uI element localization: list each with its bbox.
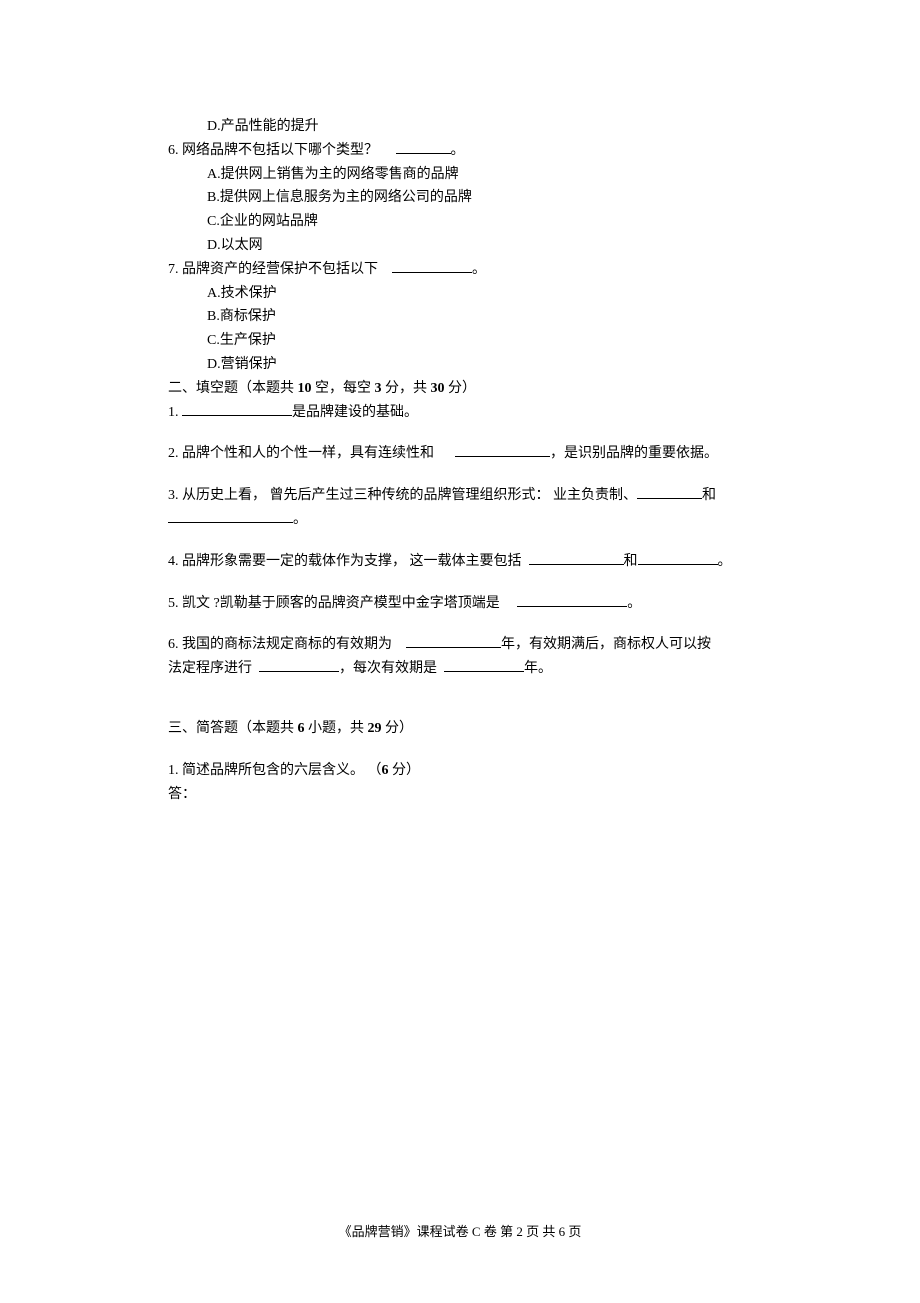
fill6-l2-pre: 法定程序进行	[168, 661, 252, 676]
fill2: 2. 品牌个性和人的个性一样，具有连续性和 ，是识别品牌的重要依据。	[168, 442, 760, 466]
s2-count: 10	[298, 381, 312, 396]
fill6-l1-pre: 6. 我国的商标法规定商标的有效期为	[168, 637, 392, 652]
fill6-l2-mid: ，每次有效期是	[339, 661, 437, 676]
page-footer: 《品牌营销》课程试卷 C 卷 第 2 页 共 6 页	[0, 1221, 920, 1243]
fill4: 4. 品牌形象需要一定的载体作为支撑， 这一载体主要包括 和 。	[168, 550, 760, 574]
s2-pre: 二、填空题（本题共	[168, 381, 298, 396]
fill5-pre: 5. 凯文 ?凯勒基于顾客的品牌资产模型中金字塔顶端是	[168, 596, 500, 611]
fill2-pre: 2. 品牌个性和人的个性一样，具有连续性和	[168, 446, 434, 461]
s2-mid3: 分）	[445, 381, 477, 396]
fill4-post: 。	[718, 554, 732, 569]
fill1-post: 是品牌建设的基础。	[292, 405, 418, 420]
section3-title: 三、简答题（本题共 6 小题，共 29 分）	[168, 717, 760, 741]
fill6-l1-post: 年，有效期满后，商标权人可以按	[501, 637, 711, 652]
q7-option-d: D.营销保护	[168, 353, 760, 377]
q6-option-b: B.提供网上信息服务为主的网络公司的品牌	[168, 186, 760, 210]
q6-stem-post: 。	[451, 143, 465, 158]
footer-title: 《品牌营销》课程试卷	[339, 1224, 472, 1239]
fill3-post: 。	[293, 512, 307, 527]
fill6-l2-post: 年。	[524, 661, 552, 676]
s3-mid1: 小题，共	[305, 721, 368, 736]
s2-mid2: 分，共	[382, 381, 431, 396]
fill6-blank3	[444, 658, 524, 672]
s3-total: 29	[368, 721, 382, 736]
sa1-pts: 6	[382, 763, 389, 778]
q6-stem: 6. 网络品牌不包括以下哪个类型？ 。	[168, 139, 760, 163]
q6-option-c: C.企业的网站品牌	[168, 210, 760, 234]
q7-blank	[392, 259, 472, 273]
footer-page-post: 页	[565, 1224, 581, 1239]
fill4-mid: 和	[624, 554, 638, 569]
q7-option-a: A.技术保护	[168, 282, 760, 306]
q6-stem-pre: 6. 网络品牌不包括以下哪个类型？	[168, 143, 378, 158]
fill1-blank	[182, 402, 292, 416]
footer-paper-label: 卷	[481, 1224, 497, 1239]
fill3-line2: 。	[168, 508, 760, 532]
sa1-post: 分）	[389, 763, 421, 778]
footer-paper: C	[472, 1224, 481, 1239]
fill5: 5. 凯文 ?凯勒基于顾客的品牌资产模型中金字塔顶端是 。	[168, 592, 760, 616]
fill1-pre: 1.	[168, 405, 182, 420]
fill6-line1: 6. 我国的商标法规定商标的有效期为 年，有效期满后，商标权人可以按	[168, 633, 760, 657]
q6-option-d: D.以太网	[168, 234, 760, 258]
q7-option-c: C.生产保护	[168, 329, 760, 353]
q6-blank	[396, 140, 451, 154]
fill6-line2: 法定程序进行 ，每次有效期是 年。	[168, 657, 760, 681]
sa1-answer-label: 答：	[168, 783, 760, 807]
fill4-blank1	[529, 551, 624, 565]
fill3-blank2	[168, 509, 293, 523]
fill5-post: 。	[627, 596, 641, 611]
footer-page-pre: 第	[497, 1224, 517, 1239]
q7-stem-post: 。	[472, 262, 486, 277]
s2-mid1: 空，每空	[312, 381, 375, 396]
q7-stem-pre: 7. 品牌资产的经营保护不包括以下	[168, 262, 378, 277]
fill3: 3. 从历史上看， 曾先后产生过三种传统的品牌管理组织形式： 业主负责制、 和	[168, 484, 760, 508]
q7-stem: 7. 品牌资产的经营保护不包括以下 。	[168, 258, 760, 282]
fill2-blank	[455, 443, 550, 457]
q5-option-d: D.产品性能的提升	[168, 115, 760, 139]
fill5-blank	[517, 593, 627, 607]
fill3-pre: 3. 从历史上看， 曾先后产生过三种传统的品牌管理组织形式： 业主负责制、	[168, 488, 637, 503]
fill3-mid: 和	[702, 488, 716, 503]
fill3-blank1	[637, 485, 702, 499]
footer-page-mid: 页 共	[523, 1224, 559, 1239]
q7-option-b: B.商标保护	[168, 305, 760, 329]
sa1-stem: 1. 简述品牌所包含的六层含义。 （6 分）	[168, 759, 760, 783]
sa1-pre: 1. 简述品牌所包含的六层含义。 （	[168, 763, 382, 778]
fill6-blank1	[406, 634, 501, 648]
fill6-blank2	[259, 658, 339, 672]
s2-pe: 3	[375, 381, 382, 396]
fill4-pre: 4. 品牌形象需要一定的载体作为支撑， 这一载体主要包括	[168, 554, 522, 569]
s3-mid2: 分）	[382, 721, 414, 736]
fill2-post: ，是识别品牌的重要依据。	[550, 446, 718, 461]
s2-total: 30	[431, 381, 445, 396]
fill4-blank2	[638, 551, 718, 565]
section2-title: 二、填空题（本题共 10 空，每空 3 分，共 30 分）	[168, 377, 760, 401]
q6-option-a: A.提供网上销售为主的网络零售商的品牌	[168, 163, 760, 187]
s3-count: 6	[298, 721, 305, 736]
s3-pre: 三、简答题（本题共	[168, 721, 298, 736]
fill1: 1. 是品牌建设的基础。	[168, 401, 760, 425]
